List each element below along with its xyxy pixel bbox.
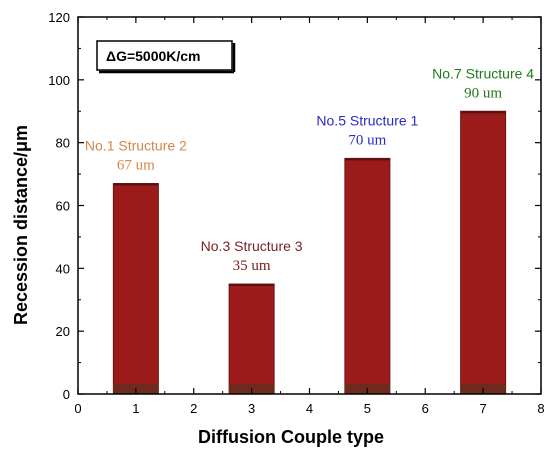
x-tick-label-8: 8 (537, 401, 544, 416)
y-tick-label-120: 120 (48, 10, 70, 25)
bars-group (112, 110, 507, 395)
annotation-value-1: 67 um (117, 158, 155, 174)
x-tick-label-2: 2 (190, 401, 197, 416)
bar-1 (112, 183, 159, 395)
x-tick-label-4: 4 (306, 401, 313, 416)
y-tick-label-100: 100 (48, 73, 70, 88)
y-tick-label-60: 60 (56, 199, 70, 214)
y-tick-label-0: 0 (63, 387, 70, 402)
bar-2 (228, 283, 275, 395)
annotation-name-3: No.5 Structure 1 (316, 112, 418, 128)
annotation-value-2: 35 um (233, 258, 271, 274)
annotation-name-2: No.3 Structure 3 (201, 238, 303, 254)
x-tick-label-1: 1 (132, 401, 139, 416)
annotation-name-4: No.7 Structure 4 (432, 65, 534, 81)
annotation-name-1: No.1 Structure 2 (85, 138, 187, 154)
y-tick-label-80: 80 (56, 136, 70, 151)
legend-text: ΔG=5000K/cm (106, 48, 201, 64)
x-tick-label-6: 6 (422, 401, 429, 416)
bar-4 (460, 110, 507, 395)
x-tick-label-3: 3 (248, 401, 255, 416)
x-tick-label-0: 0 (74, 401, 81, 416)
x-tick-label-7: 7 (480, 401, 487, 416)
annotations-group: No.1 Structure 2 67 um No.3 Structure 3 35 … (85, 65, 534, 274)
legend-box: ΔG=5000K/cm (96, 40, 236, 74)
x-axis-title: Diffusion Couple type (198, 427, 384, 447)
annotation-value-4: 90 um (464, 85, 502, 101)
annotation-value-3: 70 um (348, 132, 386, 148)
y-tick-label-40: 40 (56, 261, 70, 276)
y-tick-label-20: 20 (56, 324, 70, 339)
bar-3 (344, 157, 391, 395)
x-tick-label-5: 5 (364, 401, 371, 416)
y-axis-title: Recession distance/μm (11, 125, 31, 325)
